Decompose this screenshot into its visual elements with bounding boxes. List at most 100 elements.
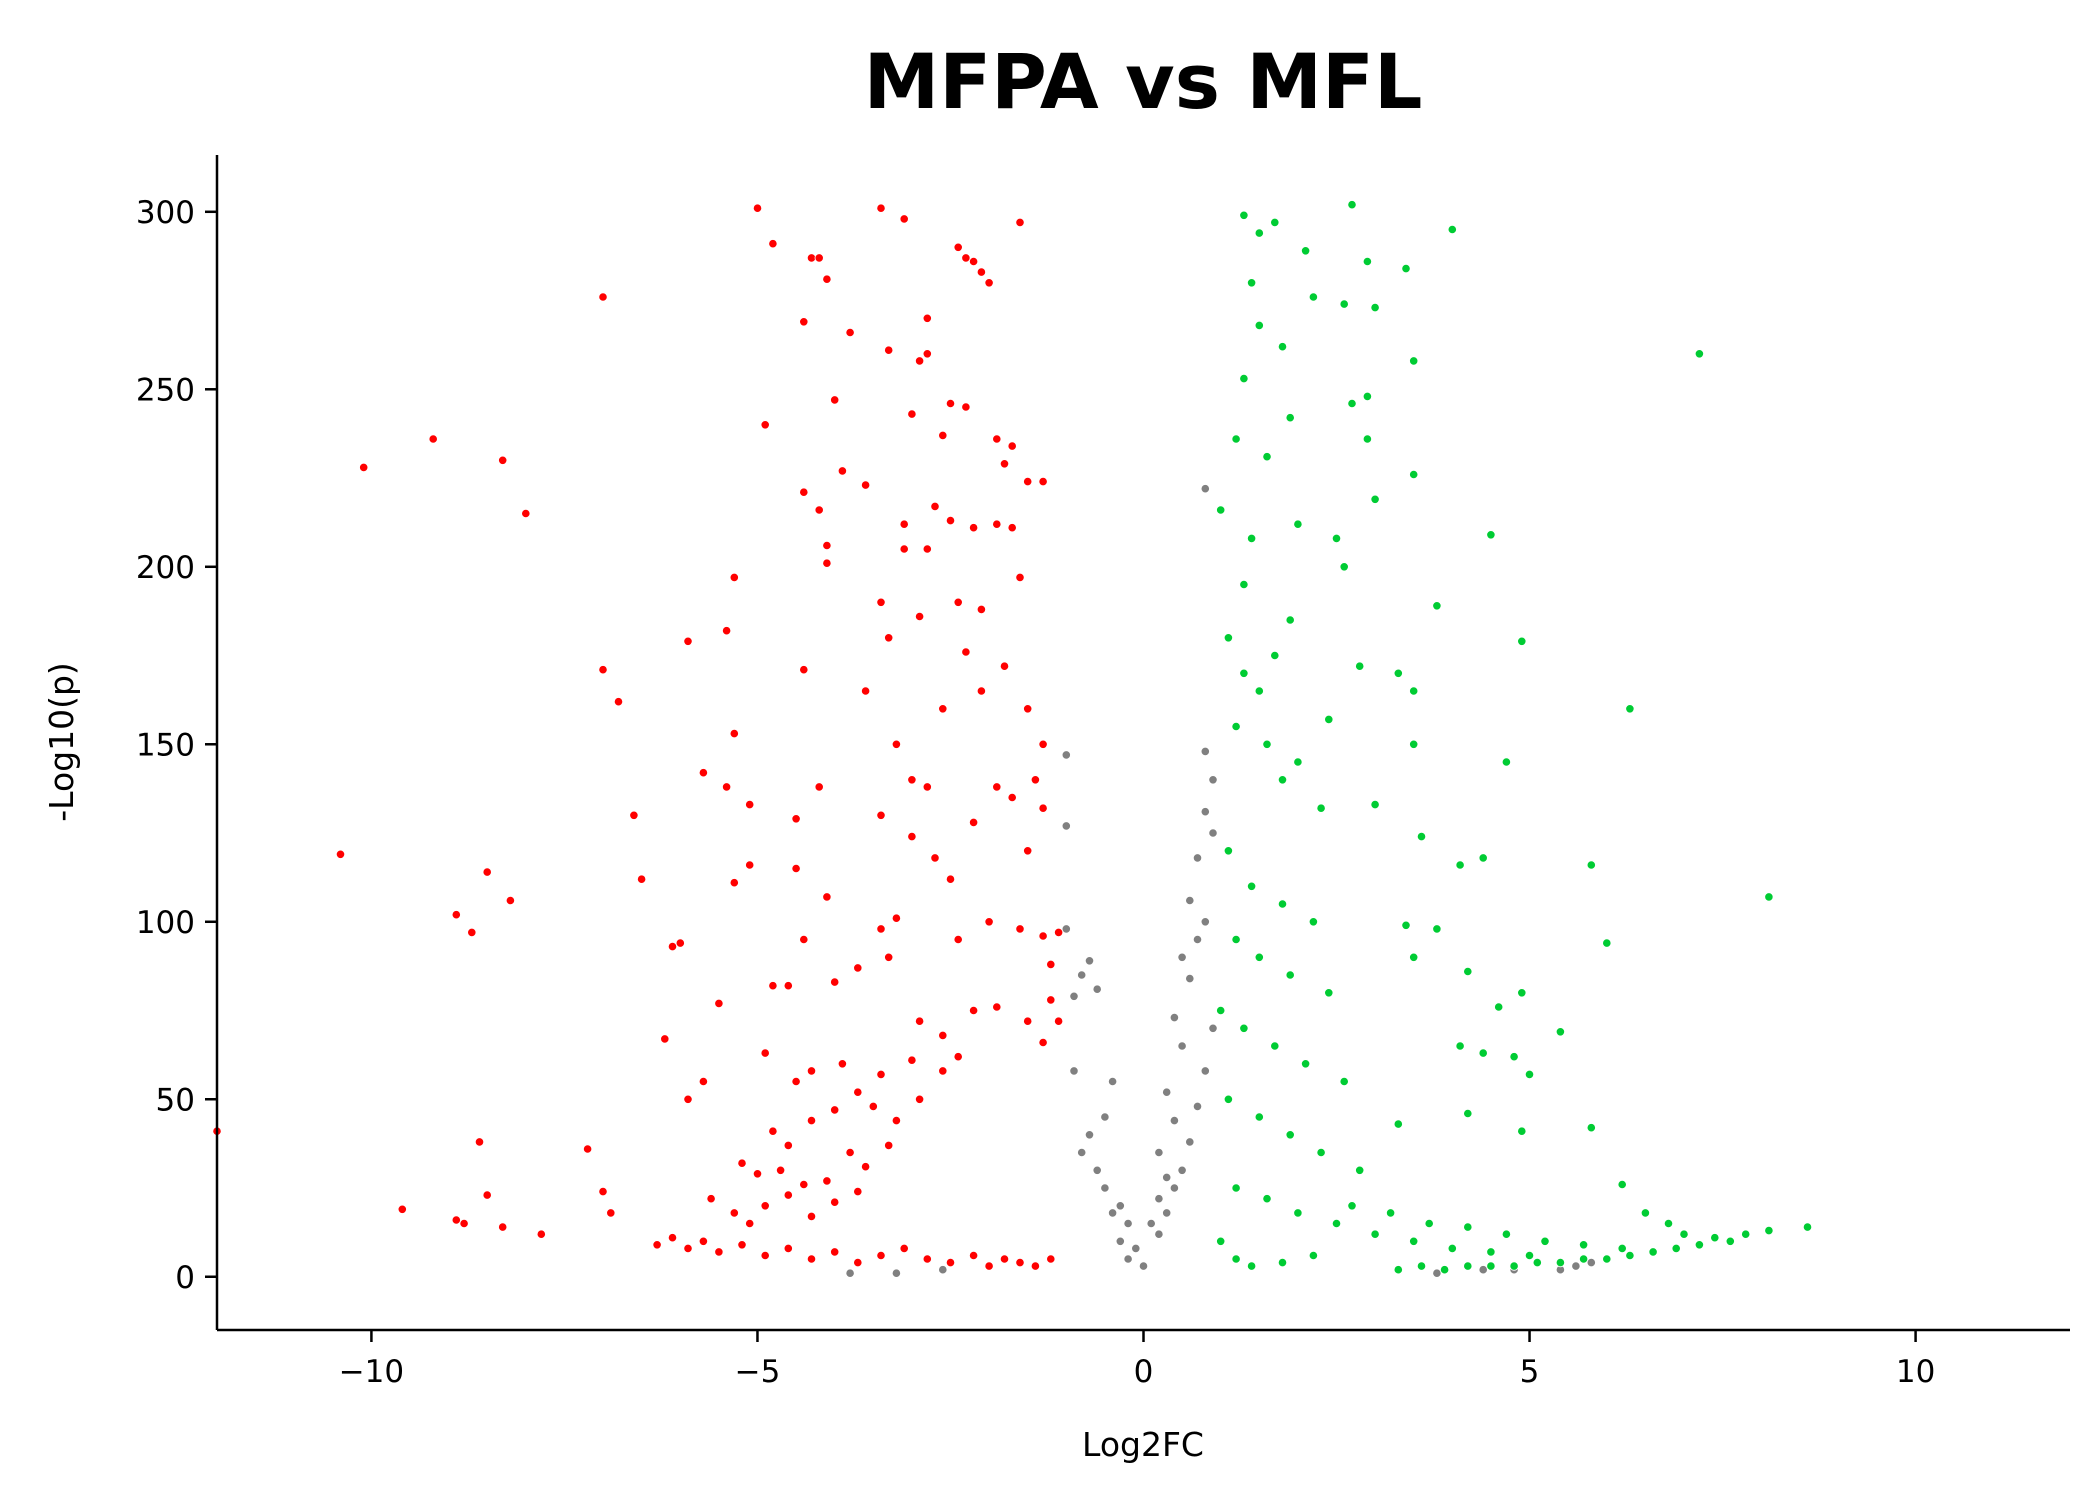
point-ns-33: [1185, 1137, 1195, 1147]
point-down-145: [729, 1208, 739, 1218]
point-down-66: [976, 267, 987, 277]
point-down-168: [984, 1261, 994, 1271]
point-up-105: [1239, 1023, 1249, 1033]
point-down-130: [806, 1116, 817, 1126]
point-down-157: [737, 1240, 747, 1250]
point-down-106: [953, 934, 963, 945]
point-down-122: [806, 1066, 817, 1076]
point-down-160: [806, 1254, 817, 1264]
point-ns-31: [1169, 1183, 1180, 1193]
point-up-119: [1409, 1236, 1419, 1246]
point-ns-26: [1162, 1172, 1172, 1183]
point-down-13: [467, 927, 477, 938]
point-down-40: [752, 203, 763, 213]
point-down-56: [876, 203, 886, 213]
point-down-12: [451, 910, 461, 920]
point-down-47: [830, 395, 840, 405]
point-down-102: [884, 952, 894, 962]
point-up-45: [1455, 860, 1465, 870]
point-up-69: [1710, 1233, 1720, 1243]
point-down-35: [729, 728, 739, 739]
point-ns-32: [1177, 1165, 1187, 1175]
point-down-7: [474, 1137, 485, 1147]
point-down-105: [876, 924, 886, 934]
point-up-66: [1640, 1208, 1651, 1218]
point-up-62: [1517, 1126, 1527, 1136]
point-up-129: [1386, 1208, 1396, 1218]
point-ns-53: [1432, 1268, 1442, 1278]
point-down-132: [853, 1087, 863, 1097]
point-up-77: [1625, 1250, 1635, 1261]
point-ns-56: [845, 1268, 855, 1278]
point-up-25: [1370, 494, 1380, 504]
point-down-77: [992, 519, 1002, 529]
point-ns-43: [1077, 1147, 1087, 1158]
point-ns-5: [1084, 956, 1095, 966]
point-down-153: [667, 1233, 678, 1243]
point-ns-35: [1200, 1066, 1210, 1076]
point-up-114: [1231, 1183, 1241, 1193]
point-down-29: [698, 1076, 709, 1087]
point-down-43: [814, 253, 824, 263]
point-up-34: [1355, 661, 1365, 671]
point-up-51: [1602, 938, 1612, 948]
point-up-118: [1370, 1229, 1380, 1239]
point-up-65: [1617, 1179, 1627, 1190]
point-down-97: [783, 981, 793, 991]
point-up-100: [1231, 934, 1241, 945]
point-down-1: [397, 1204, 407, 1214]
point-down-177: [968, 817, 979, 828]
point-down-114: [968, 1005, 979, 1016]
point-down-136: [737, 1158, 747, 1168]
point-ns-28: [1146, 1218, 1156, 1229]
point-down-124: [876, 1069, 886, 1080]
point-down-99: [799, 934, 809, 945]
point-down-92: [1038, 803, 1048, 813]
point-down-103: [891, 913, 902, 923]
point-down-61: [907, 409, 917, 419]
point-down-140: [822, 1176, 832, 1186]
point-up-83: [1486, 1261, 1496, 1271]
point-ns-29: [1154, 1229, 1164, 1239]
point-down-54: [799, 665, 809, 675]
point-up-4: [1247, 278, 1257, 288]
point-down-71: [938, 430, 948, 440]
point-up-53: [1463, 966, 1473, 977]
y-tick-label-1: 50: [156, 1082, 195, 1118]
x-tick-label-4: 10: [1896, 1354, 1935, 1390]
point-up-31: [1239, 579, 1249, 590]
point-up-30: [1339, 562, 1349, 572]
point-down-53: [822, 558, 832, 568]
point-down-187: [914, 611, 925, 622]
point-down-10: [606, 1208, 616, 1218]
point-up-75: [1671, 1243, 1681, 1254]
point-up-96: [1223, 846, 1234, 856]
point-up-102: [1285, 970, 1295, 980]
point-down-163: [876, 1250, 886, 1261]
point-ns-55: [938, 1265, 948, 1275]
point-down-169: [999, 1254, 1010, 1264]
point-down-167: [968, 1250, 979, 1261]
point-down-91: [1030, 775, 1041, 785]
point-ns-41: [1138, 1261, 1149, 1271]
point-down-117: [1046, 995, 1056, 1005]
point-down-150: [830, 1197, 840, 1207]
point-down-129: [783, 1140, 793, 1151]
point-down-39: [745, 860, 755, 870]
point-up-39: [1409, 739, 1419, 749]
point-down-115: [992, 1002, 1002, 1012]
point-up-19: [1285, 413, 1295, 423]
point-up-38: [1324, 714, 1334, 725]
point-down-149: [806, 1211, 817, 1222]
point-up-88: [1223, 633, 1234, 643]
point-down-184: [907, 775, 917, 785]
x-tick-label-3: 5: [1520, 1354, 1540, 1390]
point-up-79: [1579, 1254, 1589, 1264]
point-up-22: [1262, 452, 1272, 462]
point-ns-22: [1177, 1041, 1187, 1051]
point-up-18: [1347, 398, 1357, 409]
point-up-76: [1648, 1247, 1658, 1257]
point-down-181: [999, 661, 1010, 671]
point-up-23: [1409, 469, 1419, 480]
point-down-162: [853, 1258, 863, 1268]
